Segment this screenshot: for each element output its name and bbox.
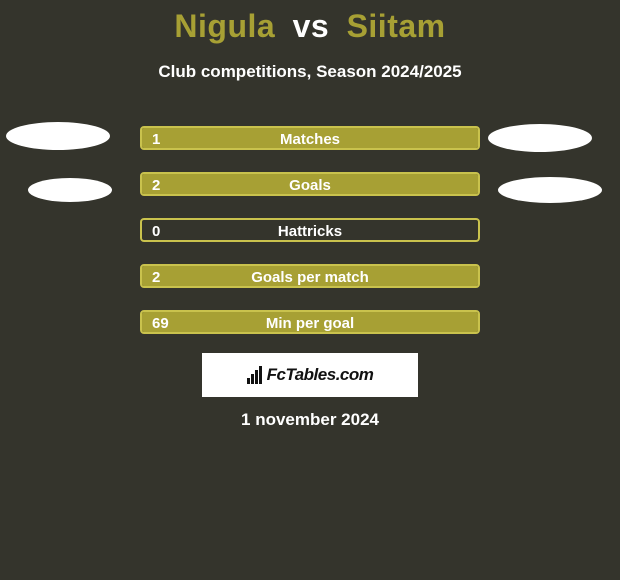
stat-bar-track: 1Matches xyxy=(140,126,480,150)
stat-bar-track: 2Goals per match xyxy=(140,264,480,288)
player2-name: Siitam xyxy=(347,8,446,44)
stat-bar-track: 0Hattricks xyxy=(140,218,480,242)
subtitle: Club competitions, Season 2024/2025 xyxy=(0,62,620,82)
stat-bar-left-fill xyxy=(142,266,478,286)
stat-bar-track: 2Goals xyxy=(140,172,480,196)
stat-left-value: 2 xyxy=(142,266,170,288)
logo-text: FcTables.com xyxy=(267,365,374,385)
stat-label: Hattricks xyxy=(142,220,478,242)
decorative-ellipse xyxy=(488,124,592,152)
player1-name: Nigula xyxy=(174,8,275,44)
stat-left-value: 0 xyxy=(142,220,170,242)
decorative-ellipse xyxy=(498,177,602,203)
stat-left-value: 1 xyxy=(142,128,170,150)
stat-bar-track: 69Min per goal xyxy=(140,310,480,334)
stat-left-value: 69 xyxy=(142,312,179,334)
logo-bars-icon xyxy=(247,366,263,384)
decorative-ellipse xyxy=(6,122,110,150)
stat-left-value: 2 xyxy=(142,174,170,196)
footer-date: 1 november 2024 xyxy=(0,410,620,430)
comparison-canvas: Nigula vs Siitam Club competitions, Seas… xyxy=(0,0,620,580)
stat-bar-left-fill xyxy=(142,128,478,148)
fctables-logo: FcTables.com xyxy=(202,353,418,397)
decorative-ellipse xyxy=(28,178,112,202)
page-title: Nigula vs Siitam xyxy=(0,8,620,45)
stat-bar-left-fill xyxy=(142,174,478,194)
title-vs: vs xyxy=(293,8,330,44)
stat-bar-left-fill xyxy=(142,312,478,332)
